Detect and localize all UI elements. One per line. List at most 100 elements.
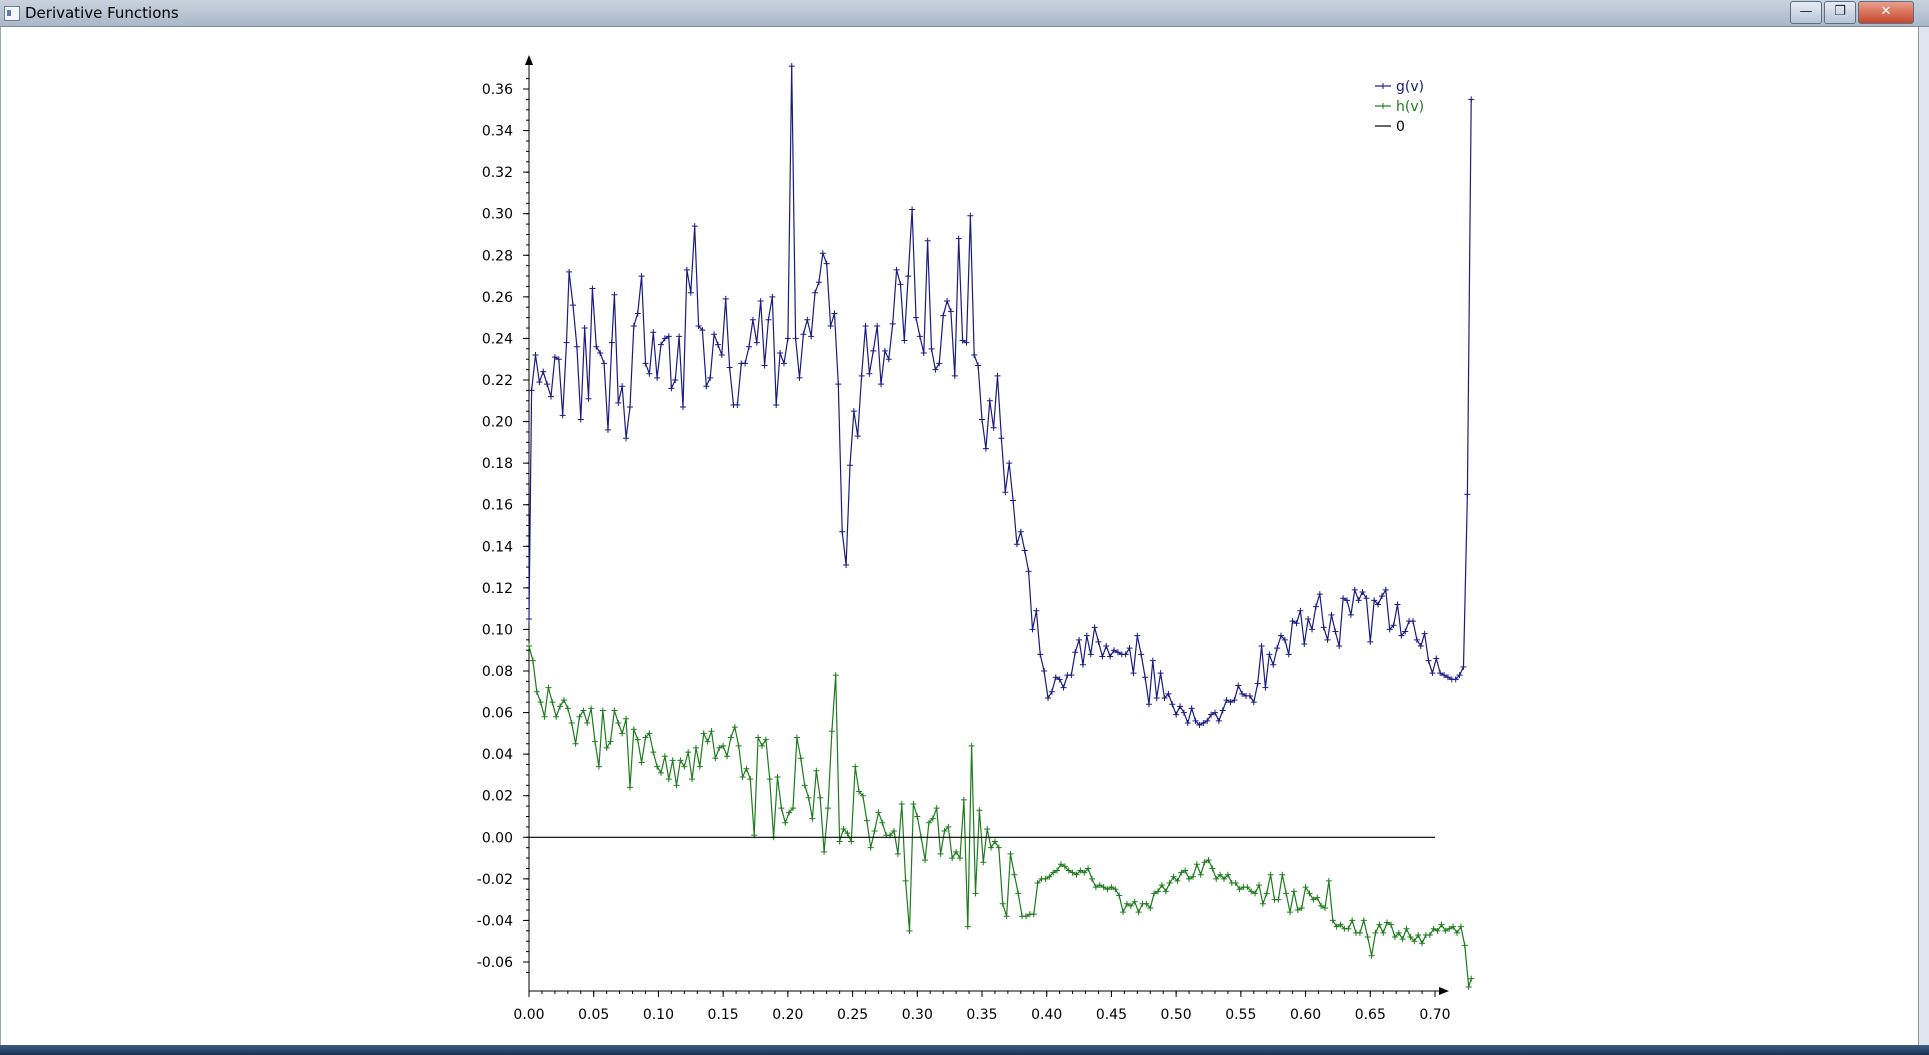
data-point <box>1305 616 1312 623</box>
y-tick-label: 0.30 <box>482 207 513 223</box>
data-point <box>623 715 630 722</box>
data-point <box>944 298 951 305</box>
data-point <box>905 273 912 280</box>
data-point <box>1224 871 1231 878</box>
data-point <box>1378 593 1385 600</box>
data-point <box>551 354 558 361</box>
data-point <box>824 805 831 812</box>
data-point <box>1433 655 1440 662</box>
data-point <box>1204 717 1211 724</box>
series-0 <box>526 63 1475 729</box>
data-point <box>557 703 564 710</box>
data-point <box>828 728 835 735</box>
data-point <box>1262 684 1269 691</box>
data-point <box>1178 869 1185 876</box>
data-point <box>1151 890 1158 897</box>
data-point <box>1158 882 1165 889</box>
data-point <box>1003 913 1010 920</box>
data-point <box>1349 917 1356 924</box>
data-point <box>786 809 793 816</box>
data-point <box>1169 701 1176 708</box>
data-point <box>980 859 987 866</box>
data-point <box>1017 528 1024 535</box>
close-button[interactable]: ✕ <box>1858 1 1914 24</box>
data-point <box>588 705 595 712</box>
y-tick-label: 0.16 <box>482 498 513 514</box>
data-point <box>642 734 649 741</box>
data-point <box>1368 952 1375 959</box>
data-point <box>1285 651 1292 658</box>
data-point <box>1413 636 1420 643</box>
maximize-button[interactable]: ❐ <box>1824 1 1856 24</box>
data-point <box>1127 902 1134 909</box>
data-point <box>603 744 610 751</box>
data-point <box>1111 647 1118 654</box>
data-point <box>757 298 764 305</box>
data-point <box>555 356 562 363</box>
data-point <box>599 707 606 714</box>
data-point <box>545 684 552 691</box>
data-point <box>1165 690 1172 697</box>
data-point <box>1306 890 1313 897</box>
data-point <box>932 366 939 373</box>
data-point <box>848 838 855 845</box>
data-point <box>560 697 567 704</box>
y-tick-label: -0.02 <box>477 872 513 888</box>
data-point <box>716 744 723 751</box>
data-point <box>1170 873 1177 880</box>
data-point <box>1395 929 1402 936</box>
data-point <box>953 848 960 855</box>
data-point <box>654 374 661 381</box>
data-point <box>1029 626 1036 633</box>
data-point <box>1083 632 1090 639</box>
data-point <box>979 416 985 423</box>
data-point <box>982 445 989 452</box>
data-point <box>559 412 566 419</box>
data-point <box>1193 861 1200 868</box>
data-point <box>1399 936 1406 943</box>
data-point <box>735 742 742 749</box>
data-point <box>1359 589 1366 596</box>
data-point <box>780 360 787 367</box>
data-point <box>669 757 676 764</box>
x-tick-label: 0.40 <box>1031 1007 1062 1023</box>
data-point <box>773 401 780 408</box>
data-point <box>1281 636 1288 643</box>
data-point <box>1450 923 1457 930</box>
y-tick-label: -0.06 <box>477 955 513 971</box>
data-point <box>1386 626 1393 633</box>
data-point <box>1345 925 1352 932</box>
data-point <box>1250 699 1257 706</box>
data-point <box>1411 938 1418 945</box>
data-point <box>1042 875 1049 882</box>
data-point <box>1069 869 1076 876</box>
data-point <box>846 462 853 469</box>
data-point <box>1324 636 1331 643</box>
data-point <box>1174 877 1181 884</box>
data-point <box>788 63 795 70</box>
data-point <box>790 805 797 812</box>
data-point <box>1275 896 1282 903</box>
data-point <box>1301 640 1308 647</box>
data-point <box>1034 880 1041 887</box>
data-point <box>563 339 570 346</box>
data-point <box>1033 607 1040 614</box>
data-point <box>808 333 815 340</box>
data-point <box>1217 871 1224 878</box>
data-point <box>1387 921 1394 928</box>
minimize-button[interactable]: — <box>1790 1 1822 24</box>
data-point <box>1041 668 1048 674</box>
data-point <box>1112 886 1119 893</box>
data-point <box>1277 632 1284 639</box>
y-tick-label: -0.04 <box>477 913 513 929</box>
data-point <box>902 877 909 884</box>
y-tick-label: 0.06 <box>482 706 513 722</box>
data-point <box>906 927 913 934</box>
data-point <box>778 805 785 812</box>
data-point <box>529 657 536 664</box>
data-point <box>831 310 838 317</box>
data-point <box>840 825 847 832</box>
data-point <box>1006 460 1013 467</box>
data-point <box>1138 651 1145 658</box>
data-point <box>874 322 881 329</box>
